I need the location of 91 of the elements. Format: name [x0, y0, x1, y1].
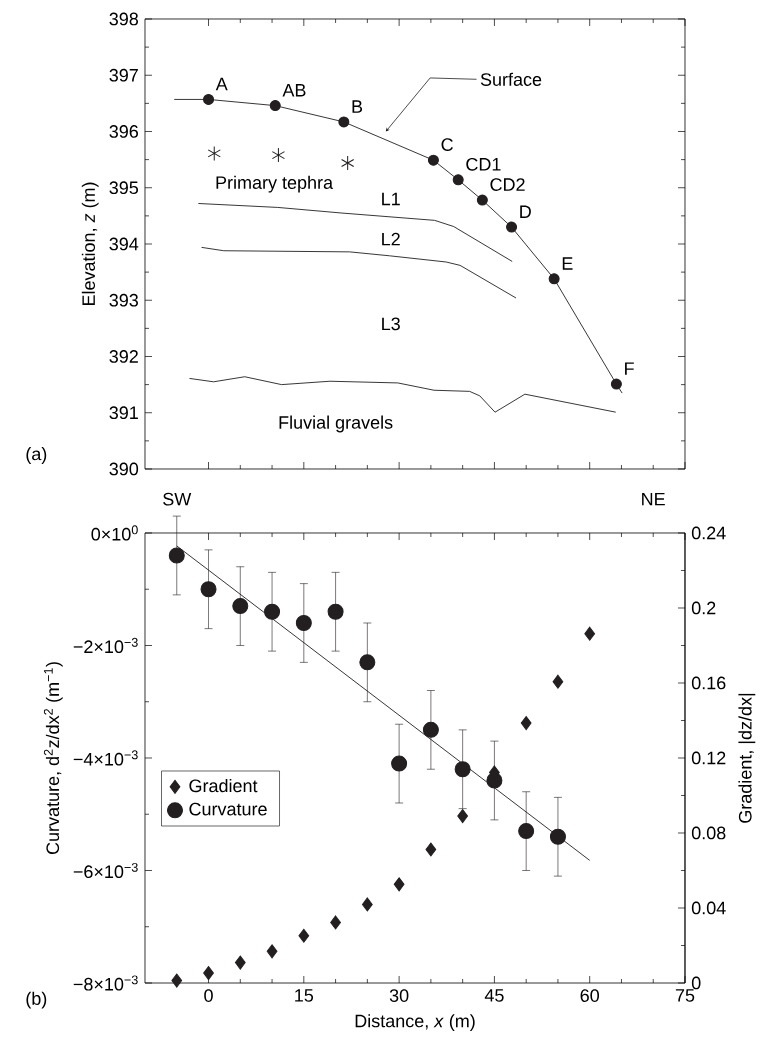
annotation: D	[520, 205, 531, 218]
annotation: L3	[382, 317, 400, 331]
annotation: AB	[282, 84, 306, 97]
x-axis-title: Distance, x (m)	[355, 1014, 475, 1031]
line-series	[189, 376, 617, 413]
y2-tick-label: 0.08	[691, 826, 726, 840]
point	[330, 915, 341, 930]
point	[341, 155, 355, 171]
y-tick-label: −8×10$^{−3}$	[73, 975, 138, 991]
point	[266, 944, 278, 959]
y-axis-title: Elevation, z (m)	[81, 182, 99, 306]
y2-tick-label: 0.04	[691, 901, 726, 915]
point	[391, 755, 408, 772]
y-tick-label: 390	[109, 462, 139, 476]
point	[476, 194, 488, 206]
y-tick-label: 0×10$^{0}$	[91, 525, 138, 541]
point	[584, 626, 596, 641]
y-tick-label: −4×10$^{−3}$	[73, 750, 138, 766]
annotation: CD1	[466, 157, 501, 171]
point	[548, 273, 560, 285]
legend-label: Curvature	[189, 802, 267, 816]
annotation: B	[352, 100, 363, 113]
x-tick-label: 30	[389, 989, 409, 1002]
point	[271, 147, 285, 163]
point	[457, 809, 469, 824]
point	[232, 598, 249, 615]
point	[422, 721, 439, 738]
legend-label: Gradient	[189, 778, 258, 793]
y-axis-title: Curvature, d$^{2}$z/dx$^{2}$ (m$^{−1}$)	[43, 662, 63, 855]
point	[427, 154, 439, 166]
annotation: L1	[382, 192, 400, 206]
point	[327, 603, 344, 620]
annotation: C	[441, 138, 453, 151]
point	[200, 581, 217, 598]
point	[359, 654, 376, 671]
annotation: Primary tephra	[216, 175, 334, 193]
point	[520, 716, 532, 731]
y2-tick-label: 0.16	[691, 676, 726, 690]
annotation: CD2	[490, 178, 525, 191]
y2-tick-label: 0	[691, 976, 701, 990]
annotation: Surface	[480, 72, 542, 86]
annotation: L2	[382, 232, 400, 246]
line-series	[201, 246, 517, 299]
annotation: A	[215, 77, 228, 91]
y-tick-label: 395	[109, 181, 139, 195]
x-tick-label: 45	[484, 989, 504, 1002]
point	[264, 603, 281, 620]
y2-tick-label: 0.24	[691, 526, 726, 540]
point	[234, 955, 246, 970]
point	[295, 615, 312, 631]
y-tick-label: 393	[109, 293, 138, 307]
point	[361, 897, 373, 912]
point	[338, 116, 350, 128]
y2-tick-label: 0.12	[691, 751, 726, 765]
x-tick-label: 60	[580, 989, 600, 1002]
x-tick-label: 75	[675, 989, 695, 1002]
y-tick-label: 397	[109, 68, 138, 82]
annotation: E	[562, 257, 573, 270]
text: NE	[642, 492, 665, 506]
point	[452, 174, 464, 186]
point	[393, 877, 405, 892]
y-tick-label: 391	[109, 406, 138, 420]
y-tick-label: 398	[109, 12, 139, 26]
point	[269, 100, 281, 112]
y-tick-label: 396	[109, 125, 138, 138]
y2-axis-title: Gradient, |dz/dx|	[738, 693, 756, 823]
point	[207, 145, 221, 161]
point	[549, 828, 566, 845]
point	[203, 93, 215, 105]
y-tick-label: −6×10$^{−3}$	[73, 862, 138, 879]
point	[203, 966, 214, 981]
y2-tick-label: 0.2	[691, 601, 716, 615]
point	[506, 221, 518, 233]
point	[171, 973, 183, 988]
text: (b)	[26, 991, 47, 1009]
y-tick-label: −2×10$^{−3}$	[73, 637, 138, 654]
point	[298, 928, 310, 943]
point	[168, 547, 185, 564]
point	[552, 674, 564, 689]
y-tick-label: 394	[109, 237, 139, 251]
annotation: F	[625, 362, 634, 375]
point	[454, 761, 471, 778]
annotation: Fluvial gravels	[279, 415, 393, 433]
text: (a)	[26, 447, 47, 464]
text: SW	[163, 492, 192, 506]
point	[610, 378, 622, 390]
x-tick-label: 0	[204, 989, 213, 1002]
point	[425, 842, 437, 857]
y-tick-label: 392	[109, 350, 138, 363]
x-tick-label: 15	[295, 989, 314, 1002]
point	[518, 823, 535, 840]
